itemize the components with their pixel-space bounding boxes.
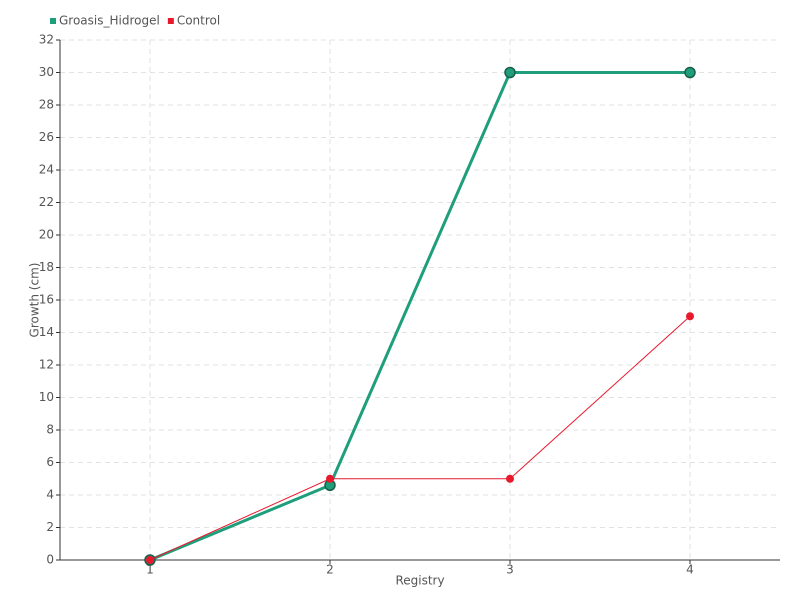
x-tick-label: 2 [326, 563, 334, 577]
data-point [684, 66, 696, 79]
data-point [146, 556, 154, 564]
y-tick-label: 0 [46, 553, 54, 567]
legend-label: Control [177, 14, 220, 28]
legend-label: Groasis_Hidrogel [59, 14, 160, 28]
x-tick-label: 3 [506, 563, 514, 577]
y-tick-label: 28 [39, 98, 54, 112]
y-tick-label: 20 [39, 228, 54, 242]
y-tick-label: 24 [39, 163, 54, 177]
y-axis-label: Growth (cm) [28, 263, 42, 338]
y-tick-label: 14 [39, 325, 54, 339]
x-tick-label: 4 [686, 563, 694, 577]
y-tick-label: 32 [39, 33, 54, 47]
data-point [326, 474, 334, 483]
y-tick-label: 22 [39, 195, 54, 209]
y-tick-label: 16 [39, 293, 54, 307]
y-tick-label: 10 [39, 390, 54, 404]
data-point [686, 312, 694, 321]
legend-swatch [167, 18, 174, 24]
y-tick-label: 30 [39, 65, 54, 79]
y-tick-label: 8 [46, 423, 54, 437]
y-tick-label: 26 [39, 130, 54, 144]
series-line [149, 315, 691, 561]
legend-swatch [50, 18, 56, 24]
y-tick-label: 18 [39, 260, 54, 274]
series-line [149, 71, 690, 562]
x-tick-label: 1 [146, 563, 154, 577]
y-tick-label: 4 [46, 488, 54, 502]
y-tick-label: 6 [46, 455, 54, 469]
data-point [504, 66, 516, 79]
y-tick-label: 12 [39, 358, 54, 372]
x-axis-label: Registry [395, 574, 444, 588]
y-tick-label: 2 [46, 520, 54, 534]
data-point [506, 474, 514, 483]
